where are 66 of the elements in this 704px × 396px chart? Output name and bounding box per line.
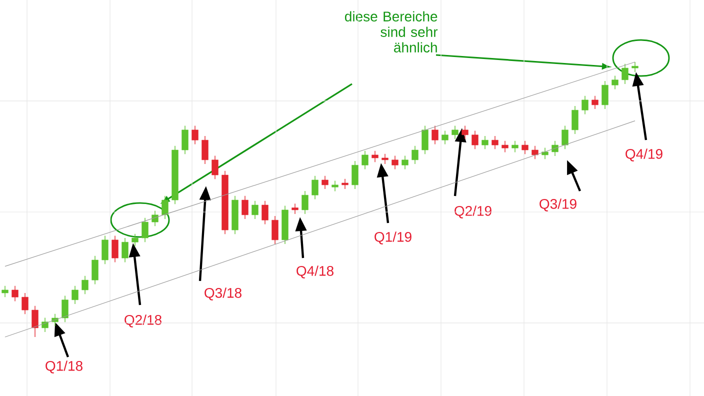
candlestick [382, 153, 388, 164]
candlestick [182, 125, 188, 154]
candlestick [442, 130, 448, 145]
candlestick [612, 75, 618, 90]
candlestick [472, 130, 478, 150]
candlestick [242, 196, 248, 220]
candlestick [62, 295, 68, 322]
candlestick [422, 125, 428, 154]
candlestick [322, 175, 328, 190]
candlestick [532, 146, 538, 160]
candlestick [372, 150, 378, 162]
annotation: Q2/19 [454, 206, 492, 218]
candlestick [22, 292, 28, 315]
candlestick [542, 147, 548, 160]
candlestick [622, 64, 628, 84]
candlestick [202, 136, 208, 164]
candlestick [122, 238, 128, 263]
candlestick [112, 235, 118, 263]
candlestick [192, 125, 198, 145]
candlestick [292, 203, 298, 214]
candlestick [512, 140, 518, 153]
candlestick [552, 140, 558, 156]
annotation: Q1/19 [374, 232, 412, 244]
candlestick [212, 155, 218, 180]
candlestick [502, 140, 508, 153]
candlestick [2, 285, 8, 298]
candlestick [482, 136, 488, 150]
text: Q1/18 [46, 360, 82, 374]
candlestick [522, 140, 528, 154]
candlestick [32, 306, 38, 338]
candlestick [72, 285, 78, 304]
candlestick [272, 216, 278, 244]
candlestick [412, 146, 418, 164]
candlestick [162, 196, 168, 220]
candlestick [452, 125, 458, 140]
candlestick [302, 190, 308, 214]
candlestick [102, 235, 108, 264]
candlestick [92, 256, 98, 285]
annotation: Q3/18 [204, 288, 242, 300]
candlestick [432, 125, 438, 145]
candlestick [142, 218, 148, 242]
candlestick [82, 276, 88, 294]
candlestick [402, 155, 408, 170]
candlestick [362, 150, 368, 170]
candlestick [132, 234, 138, 247]
candlestick [602, 80, 608, 110]
candlestick [392, 155, 398, 170]
text: diese Bereiche sind sehr ähnlich [344, 11, 438, 52]
candlestick [312, 175, 318, 200]
candlestick [352, 160, 358, 190]
candlestick [342, 178, 348, 190]
candlestick [12, 285, 18, 302]
candlestick [492, 136, 498, 150]
annotation: Q3/19 [540, 198, 576, 212]
candlestick [572, 106, 578, 134]
candlestick [562, 125, 568, 150]
candlestick [252, 200, 258, 220]
annotation: Q4/18 [296, 266, 334, 278]
annotation: Q2/18 [124, 314, 162, 328]
candlestick [592, 95, 598, 110]
candlestick [332, 180, 338, 192]
candlestick [582, 95, 588, 115]
candlestick [462, 125, 468, 140]
candlestick [262, 200, 268, 225]
candlestick [632, 62, 638, 73]
annotation: Q4/19 [626, 148, 662, 162]
